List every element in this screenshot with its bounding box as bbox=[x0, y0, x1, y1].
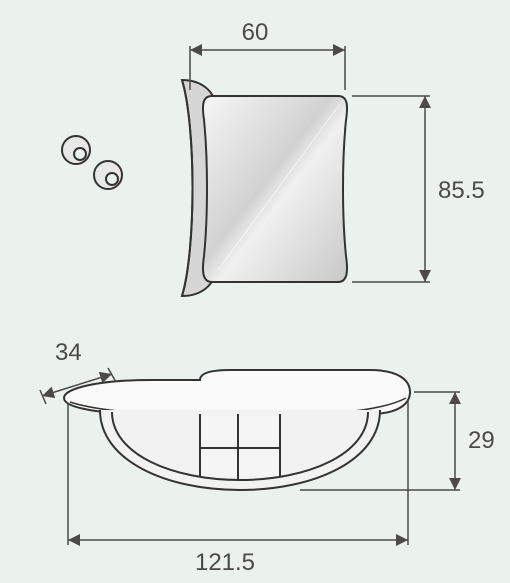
label-shelf-width: 121.5 bbox=[195, 549, 255, 576]
hook-1 bbox=[62, 136, 90, 164]
console-shelf bbox=[64, 370, 410, 490]
label-shelf-depth: 34 bbox=[55, 339, 82, 366]
technical-drawing: 60 85.5 34 29 121.5 bbox=[0, 0, 510, 583]
mirror-assembly bbox=[182, 80, 347, 296]
dim-mirror-width: 60 bbox=[190, 19, 345, 90]
dim-mirror-height: 85.5 bbox=[352, 96, 485, 282]
wall-hooks bbox=[62, 136, 122, 189]
shelf-top bbox=[64, 370, 410, 414]
label-shelf-height: 29 bbox=[468, 427, 495, 454]
label-mirror-width: 60 bbox=[242, 19, 269, 46]
label-mirror-height: 85.5 bbox=[438, 177, 485, 204]
hook-2 bbox=[94, 161, 122, 189]
